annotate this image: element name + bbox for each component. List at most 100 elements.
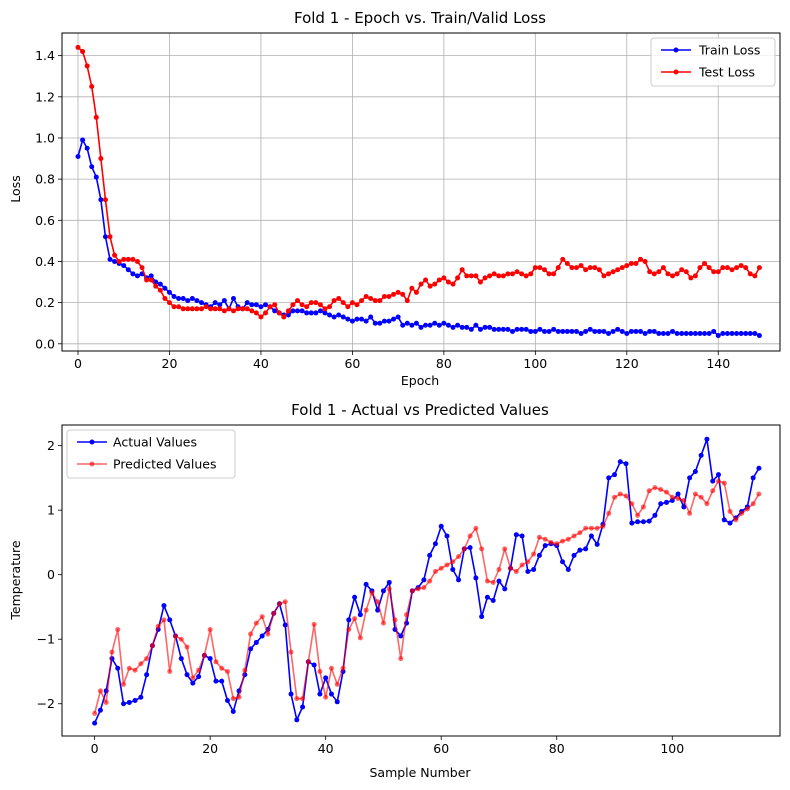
data-point [445, 322, 451, 328]
data-point [508, 565, 514, 571]
data-point [290, 302, 296, 308]
data-point [658, 501, 664, 507]
data-point [253, 639, 259, 645]
x-tick-label: 100 [523, 356, 547, 371]
data-point [272, 302, 278, 308]
data-point [491, 271, 497, 277]
data-point [455, 275, 461, 281]
data-point [565, 567, 571, 573]
prediction-chart-legend: Actual Values Predicted Values [66, 429, 236, 479]
data-point [381, 293, 387, 299]
data-point [263, 302, 269, 308]
data-point [304, 310, 310, 316]
data-point [190, 680, 196, 686]
data-point [464, 273, 470, 279]
data-point [750, 501, 756, 507]
data-point [201, 652, 207, 658]
data-point [93, 114, 99, 120]
data-point [185, 306, 191, 312]
data-point [138, 694, 144, 700]
data-point [519, 562, 525, 568]
legend-label-test-loss: Test Loss [698, 65, 755, 80]
data-point [683, 331, 689, 336]
data-point [633, 261, 639, 267]
data-point [467, 533, 473, 539]
data-point [180, 306, 186, 312]
data-point [692, 273, 698, 279]
data-point [756, 265, 762, 271]
data-point [679, 267, 685, 273]
legend-label-train-loss: Train Loss [698, 43, 760, 58]
y-tick-label: 0.2 [35, 295, 55, 310]
data-point [259, 614, 265, 620]
data-point [432, 281, 438, 287]
legend-label-predicted-values: Predicted Values [113, 457, 217, 472]
data-point [75, 44, 81, 50]
data-point [635, 512, 641, 518]
data-point [583, 546, 589, 552]
data-point [564, 328, 570, 334]
data-point [441, 275, 447, 281]
data-point [623, 461, 629, 467]
data-point [427, 322, 433, 328]
data-point [327, 312, 333, 318]
data-point [482, 324, 488, 330]
data-point [484, 578, 490, 584]
data-point [178, 656, 184, 662]
series-predicted-values [92, 478, 762, 716]
prediction-chart: Fold 1 - Actual vs Predicted Values 0 20 4… [8, 401, 781, 780]
data-point [473, 322, 479, 328]
data-point [710, 478, 716, 484]
data-point [594, 541, 600, 547]
data-point [629, 501, 635, 507]
legend-marker-test-loss [673, 69, 679, 75]
data-point [276, 310, 282, 316]
data-point [628, 328, 634, 334]
data-point [386, 579, 392, 585]
data-point [345, 304, 351, 310]
data-point [706, 331, 712, 336]
data-point [317, 308, 323, 314]
data-point [148, 277, 154, 283]
data-point [198, 306, 204, 312]
data-point [207, 656, 213, 662]
data-point [305, 659, 311, 665]
data-point [391, 316, 397, 322]
data-point [116, 258, 122, 264]
data-point [189, 306, 195, 312]
data-point [496, 326, 502, 332]
data-point [587, 326, 593, 332]
data-point [432, 568, 438, 574]
data-point [89, 164, 95, 170]
data-point [596, 328, 602, 334]
data-point [617, 491, 623, 497]
data-point [496, 578, 502, 584]
data-point [334, 681, 340, 687]
data-point [571, 533, 577, 539]
data-point [651, 271, 657, 277]
data-point [196, 674, 202, 680]
data-point [450, 559, 456, 565]
y-tick-label: 1 [47, 503, 55, 518]
data-point [513, 532, 519, 538]
x-tick-label: 120 [615, 356, 639, 371]
data-point [505, 326, 511, 332]
data-point [171, 293, 177, 299]
data-point [368, 296, 374, 302]
data-point [98, 156, 104, 162]
data-point [380, 620, 386, 626]
data-point [456, 554, 462, 560]
data-point [473, 525, 479, 531]
data-point [224, 668, 230, 674]
data-point [196, 667, 202, 673]
data-point [404, 298, 410, 304]
data-point [468, 273, 474, 279]
data-point [249, 308, 255, 314]
data-point [509, 328, 515, 334]
data-point [363, 581, 369, 587]
loss-chart-axes-frame [61, 32, 781, 352]
loss-chart-grid [62, 33, 780, 351]
data-point [423, 277, 429, 283]
data-point [230, 696, 236, 702]
data-point [395, 289, 401, 295]
